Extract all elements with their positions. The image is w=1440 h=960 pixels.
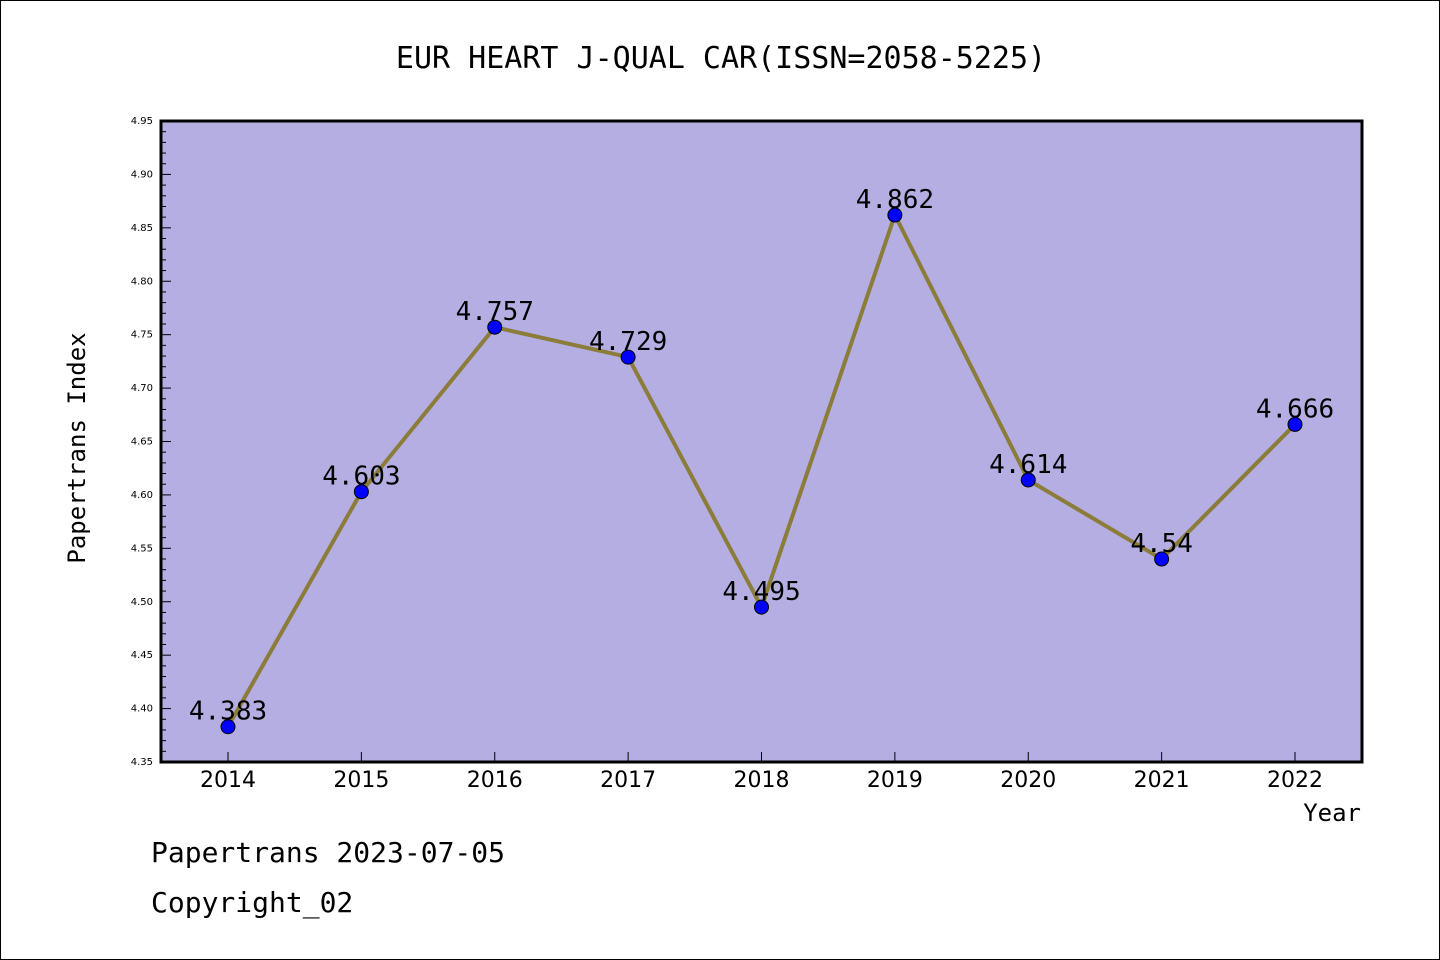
y-tick-label: 4.85: [131, 223, 153, 234]
data-point: [220, 719, 236, 735]
data-label: 4.603: [322, 462, 400, 492]
data-point: [1020, 472, 1036, 488]
footer-date: Papertrans 2023-07-05: [151, 836, 506, 869]
y-axis-label: Papertrans Index: [63, 332, 91, 563]
x-axis: 2014 2015 2016 2017 2018 2019 2020 2021 2022: [200, 752, 1323, 793]
data-point: [353, 484, 369, 500]
y-tick-label: 4.45: [131, 650, 153, 661]
data-point: [1287, 416, 1303, 432]
y-tick-label: 4.80: [131, 276, 153, 287]
data-series: 4.383 4.603 4.757 4.729 4.495 4.862 4.614 4.54 4…: [189, 185, 1334, 735]
y-tick-label: 4.65: [131, 437, 153, 448]
data-point: [487, 319, 503, 335]
data-label: 4.862: [856, 185, 934, 215]
x-tick-label: 2017: [600, 768, 656, 793]
y-tick-label: 4.60: [131, 490, 153, 501]
data-label: 4.54: [1130, 529, 1193, 559]
y-tick-label: 4.70: [131, 383, 153, 394]
data-label: 4.757: [456, 297, 534, 327]
y-tick-label: 4.35: [131, 757, 153, 768]
x-axis-label: Year: [1303, 799, 1361, 827]
x-tick-label: 2020: [1000, 768, 1056, 793]
y-tick-label: 4.90: [131, 169, 153, 180]
plot-area: [159, 119, 1364, 764]
data-point: [1154, 551, 1170, 567]
y-tick-label: 4.75: [131, 330, 153, 341]
data-label: 4.383: [189, 697, 267, 727]
y-tick-label: 4.50: [131, 597, 153, 608]
y-tick-label: 4.40: [131, 704, 153, 715]
data-label: 4.614: [989, 450, 1067, 480]
data-label: 4.729: [589, 327, 667, 357]
x-tick-label: 2015: [333, 768, 389, 793]
x-tick-label: 2022: [1267, 768, 1323, 793]
data-point: [754, 599, 769, 615]
footer-copyright: Copyright_02: [151, 886, 354, 919]
x-tick-label: 2019: [867, 768, 923, 793]
data-point: [887, 207, 903, 223]
y-axis: 4.35 4.40 4.45 4.50 4.55 4.60 4.65 4.70 4.75 4.80…: [131, 116, 171, 768]
x-tick-label: 2014: [200, 768, 256, 793]
data-label: 4.666: [1256, 394, 1334, 424]
data-label: 4.495: [722, 577, 800, 607]
chart-title: EUR HEART J-QUAL CAR(ISSN=2058-5225): [396, 41, 1046, 76]
y-tick-label: 4.95: [131, 116, 153, 127]
data-point: [620, 349, 636, 365]
x-tick-label: 2016: [467, 768, 523, 793]
x-tick-label: 2021: [1134, 768, 1190, 793]
y-tick-label: 4.55: [131, 543, 153, 554]
x-tick-label: 2018: [734, 768, 790, 793]
